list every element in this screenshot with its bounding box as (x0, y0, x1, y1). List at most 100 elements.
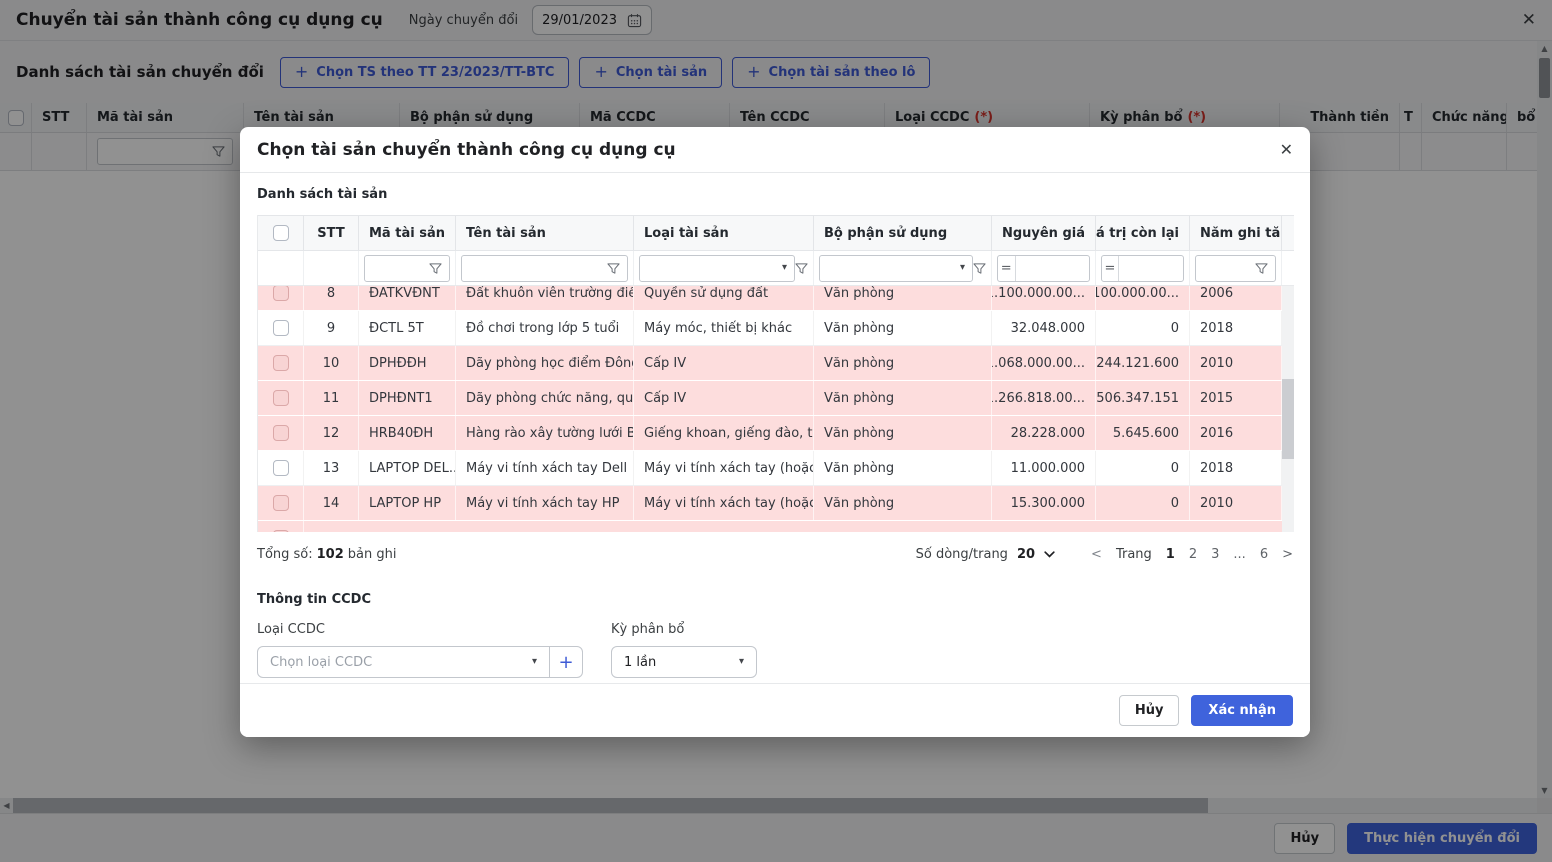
cell-ten-tai-san: Đồ chơi trong lớp 5 tuổi (456, 311, 634, 345)
cell-nguyen-gia: 11.000.000 (992, 451, 1096, 485)
modal-cancel-button[interactable]: Hủy (1118, 695, 1180, 726)
caret-down-icon[interactable]: ▾ (959, 262, 965, 273)
filter-nam-ghi-tang[interactable] (1195, 254, 1276, 282)
close-icon[interactable]: ✕ (1521, 9, 1536, 30)
cell-gia-tri-con-lai: 0 (1096, 451, 1190, 485)
filter-ten-tai-san[interactable] (461, 254, 628, 282)
row-checkbox[interactable] (272, 460, 289, 476)
table-row[interactable]: 14 LAPTOP HP Máy vi tính xách tay HP Máy… (258, 486, 1282, 521)
allocation-period-select[interactable]: 1 lần ▾ (611, 646, 757, 678)
filter-input[interactable] (827, 260, 954, 276)
ccdc-type-field: Loại CCDC Chọn loại CCDC ▾ + (257, 622, 583, 678)
table-row[interactable]: 13 LAPTOP DEL... Máy vi tính xách tay De… (258, 451, 1282, 486)
page-number[interactable]: 1 (1165, 546, 1175, 562)
add-ccdc-type-button[interactable]: + (558, 651, 574, 673)
scroll-left-icon[interactable]: ◀ (3, 801, 10, 810)
filter-icon[interactable] (795, 262, 808, 275)
equals-operator[interactable]: = (998, 255, 1016, 281)
table-row[interactable]: 11 DPHĐNT1 Dãy phòng chức năng, quả... C… (258, 381, 1282, 416)
row-checkbox[interactable] (272, 425, 289, 441)
horizontal-scrollbar[interactable]: ◀ (0, 798, 1537, 813)
page-number[interactable]: ... (1233, 546, 1246, 562)
table-row[interactable]: 8 ĐATKVĐNT Đất khuôn viên trường điế... … (258, 286, 1282, 311)
filter-icon[interactable] (429, 262, 442, 275)
select-all-checkbox[interactable] (7, 109, 24, 126)
caret-down-icon: ▾ (738, 656, 744, 667)
toolbar-button[interactable]: + Chọn tài sản (579, 56, 723, 88)
ccdc-info-row: Loại CCDC Chọn loại CCDC ▾ + Kỳ phân bổ … (257, 622, 1293, 678)
plus-icon: + (294, 62, 309, 81)
filter-input[interactable] (105, 144, 206, 159)
caret-down-icon[interactable]: ▾ (781, 262, 787, 273)
scroll-down-icon[interactable]: ▼ (1541, 786, 1548, 795)
row-checkbox[interactable] (272, 390, 289, 406)
filter-input[interactable] (1021, 260, 1082, 276)
page-number[interactable]: 6 (1259, 546, 1269, 562)
col-header-gia-tri-con-lai: Giá trị còn lại (1096, 216, 1190, 250)
filter-ma-tai-san[interactable] (364, 254, 450, 282)
calendar-icon[interactable] (627, 13, 642, 28)
filter-bo-phan-select[interactable]: ▾ (819, 254, 973, 282)
cell-stt: 8 (304, 286, 359, 310)
page-number[interactable]: 2 (1188, 546, 1198, 562)
filter-icon[interactable] (973, 262, 986, 275)
cancel-button[interactable]: Hủy (1274, 822, 1336, 854)
filter-cell: = (992, 251, 1096, 285)
conversion-date-input[interactable]: 29/01/2023 (532, 5, 653, 35)
close-icon[interactable]: ✕ (1279, 139, 1293, 159)
cell-nguyen-gia: 1.068.000.00... (992, 346, 1096, 380)
filter-cell (32, 133, 87, 170)
next-page-icon[interactable]: > (1282, 546, 1293, 562)
modal-title: Chọn tài sản chuyển thành công cụ dụng c… (257, 139, 676, 160)
table-scrollbar-thumb[interactable] (1282, 379, 1294, 459)
toolbar-button[interactable]: + Chọn TS theo TT 23/2023/TT-BTC (279, 56, 570, 88)
table-scrollbar[interactable] (1282, 286, 1294, 532)
ccdc-type-select[interactable]: Chọn loại CCDC ▾ + (257, 646, 583, 678)
vertical-scrollbar-thumb[interactable] (1539, 58, 1550, 98)
vertical-scrollbar[interactable]: ▲ ▼ (1537, 41, 1552, 798)
row-checkbox[interactable] (272, 286, 289, 301)
filter-input[interactable] (372, 260, 423, 276)
row-checkbox[interactable] (272, 355, 289, 371)
filter-icon[interactable] (1255, 262, 1268, 275)
horizontal-scrollbar-thumb[interactable] (13, 798, 1208, 813)
cell-ten-tai-san: Hàng rào xây tường lưới B4... (456, 416, 634, 450)
caret-down-icon: ▾ (531, 656, 537, 667)
filter-gia-tri-con-lai[interactable]: = (1101, 254, 1184, 282)
conversion-date-group: Ngày chuyển đổi 29/01/2023 (409, 5, 653, 35)
filter-nguyen-gia[interactable]: = (997, 254, 1090, 282)
filter-icon[interactable] (607, 262, 620, 275)
toolbar-button[interactable]: + Chọn tài sản theo lô (732, 56, 931, 88)
asset-table: STT Mã tài sản Tên tài sản Loại tài sản … (257, 215, 1294, 532)
filter-loai-tai-san-select[interactable]: ▾ (639, 254, 795, 282)
col-header-ten-tai-san: Tên tài sản (456, 216, 634, 250)
table-row[interactable]: 9 ĐCTL 5T Đồ chơi trong lớp 5 tuổi Máy m… (258, 311, 1282, 346)
toolbar-button-label: Chọn tài sản theo lô (768, 64, 916, 80)
equals-operator[interactable]: = (1102, 255, 1119, 281)
page-size-select[interactable]: Số dòng/trang 20 (916, 547, 1055, 562)
cell-gia-tri-con-lai: 506.347.151 (1096, 381, 1190, 415)
col-header-chuc-nang: Chức năng (1422, 103, 1507, 132)
prev-page-icon[interactable]: < (1091, 546, 1102, 562)
modal-confirm-button[interactable]: Xác nhận (1191, 695, 1293, 726)
filter-icon[interactable] (212, 145, 225, 158)
table-row[interactable]: 12 HRB40ĐH Hàng rào xây tường lưới B4...… (258, 416, 1282, 451)
cell-nam-ghi-tang: 2010 (1190, 486, 1282, 520)
table-row[interactable]: 10 DPHĐĐH Dãy phòng học điểm Đông ... Cấ… (258, 346, 1282, 381)
header-checkbox-cell (0, 103, 32, 132)
cell-ten-tai-san: Máy vi tính xách tay HP (456, 486, 634, 520)
filter-cell (258, 251, 304, 285)
page-size-label: Số dòng/trang (915, 546, 1008, 562)
cell-nguyen-gia: 1.266.818.00... (992, 381, 1096, 415)
filter-input[interactable] (1203, 260, 1249, 276)
scroll-up-icon[interactable]: ▲ (1541, 44, 1548, 53)
filter-input[interactable] (1124, 260, 1176, 276)
filter-input[interactable] (647, 260, 776, 276)
row-checkbox[interactable] (272, 320, 289, 336)
select-all-checkbox[interactable] (272, 225, 289, 241)
execute-conversion-button[interactable]: Thực hiện chuyển đổi (1347, 822, 1537, 854)
page-number[interactable]: 3 (1211, 546, 1220, 562)
row-checkbox[interactable] (272, 495, 289, 511)
filter-input[interactable] (469, 260, 601, 276)
filter-ma-tai-san[interactable] (97, 138, 233, 165)
